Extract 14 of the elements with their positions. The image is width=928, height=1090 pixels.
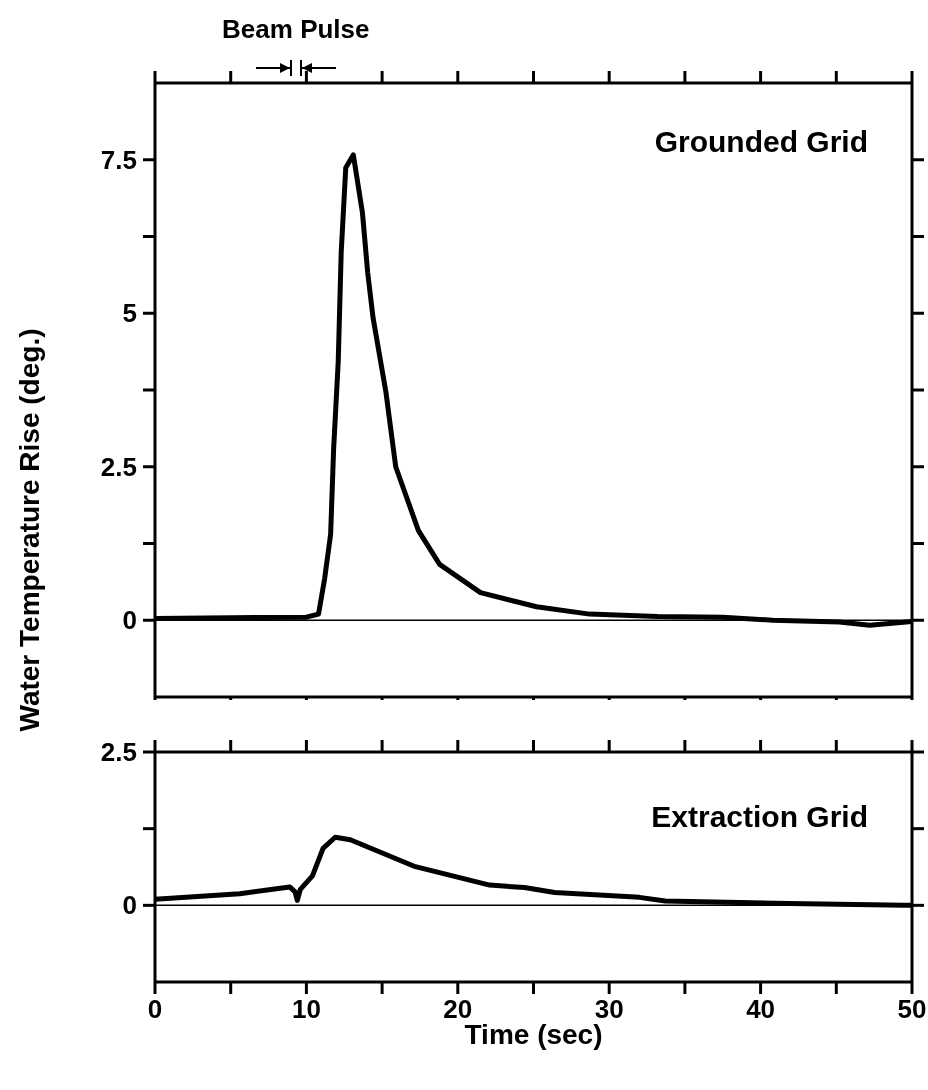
y-tick-label: 2.5 bbox=[100, 737, 137, 768]
y-axis-title: Water Temperature Rise (deg.) bbox=[14, 328, 46, 732]
annotation: Grounded Grid bbox=[654, 125, 868, 159]
y-tick-label: 7.5 bbox=[100, 144, 137, 175]
y-tick-label: 0 bbox=[122, 890, 137, 921]
x-tick-label: 40 bbox=[746, 994, 776, 1024]
annotation: Extraction Grid bbox=[651, 800, 868, 834]
x-tick-label: 10 bbox=[291, 994, 321, 1024]
x-tick-label: 50 bbox=[897, 994, 927, 1024]
x-tick-label: 0 bbox=[147, 994, 163, 1024]
y-tick-label: 2.5 bbox=[100, 451, 137, 482]
y-tick-label: 5 bbox=[122, 298, 137, 329]
y-tick-label: 0 bbox=[122, 605, 137, 636]
text: Beam Pulse bbox=[221, 14, 371, 45]
